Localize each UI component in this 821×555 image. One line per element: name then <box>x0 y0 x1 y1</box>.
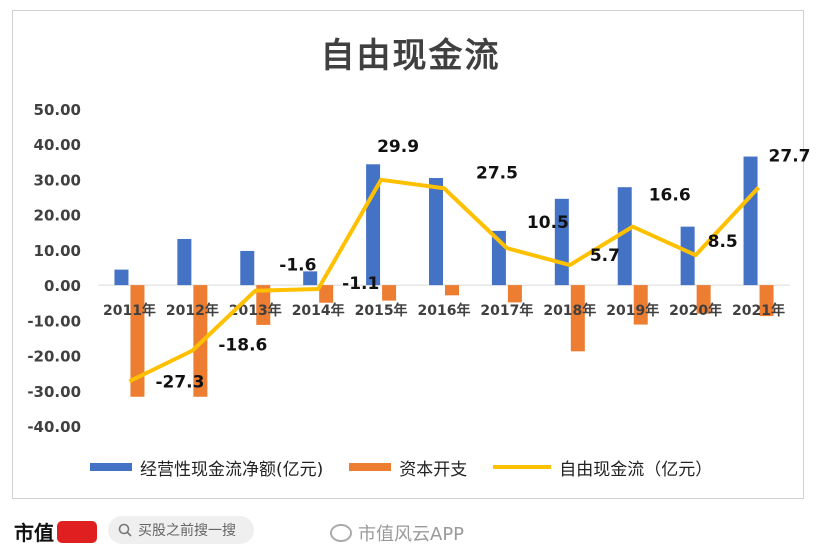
y-tick-label: -40.00 <box>27 418 81 436</box>
x-tick-label: 2019年 <box>606 302 659 319</box>
legend-item-capex: 资本开支 <box>349 455 467 480</box>
legend-label: 自由现金流（亿元） <box>559 459 713 480</box>
bar-capex <box>130 285 145 397</box>
legend-label: 资本开支 <box>399 459 468 480</box>
chart-legend: 经营性现金流净额(亿元) 资本开支 自由现金流（亿元） <box>90 455 761 480</box>
line-data-label: 10.5 <box>527 213 569 233</box>
brand-text: 市值 <box>14 521 54 545</box>
bar-capex <box>256 285 271 325</box>
legend-item-free-cashflow: 自由现金流（亿元） <box>493 455 712 480</box>
x-tick-label: 2021年 <box>732 302 785 319</box>
y-tick-label: 30.00 <box>34 171 81 189</box>
bar-capex <box>445 285 459 296</box>
footer-bar: 市值 买股之前搜一搜 市值风云APP <box>0 508 821 555</box>
search-box[interactable]: 买股之前搜一搜 <box>108 516 254 544</box>
x-tick-label: 2011年 <box>103 302 156 319</box>
bar-operating-cashflow <box>680 226 695 286</box>
chart-plot: 50.00 40.00 30.00 20.00 10.00 0.00 -10.00 -20.0… <box>27 101 811 436</box>
line-data-label: -1.1 <box>342 274 379 294</box>
bar-capex <box>759 285 774 317</box>
y-tick-label: -30.00 <box>27 383 81 401</box>
y-tick-label: 0.00 <box>44 277 81 295</box>
bar-operating-cashflow <box>743 156 758 286</box>
line-data-label: 8.5 <box>708 232 738 252</box>
chart-title: 自由现金流 <box>320 36 501 76</box>
line-free-cashflow <box>128 177 761 384</box>
x-tick-label: 2014年 <box>292 302 345 319</box>
x-tick-label: 2012年 <box>166 302 219 319</box>
line-data-label: 29.9 <box>377 137 419 157</box>
weibo-watermark: 市值风云APP <box>330 520 464 546</box>
line-data-label: -27.3 <box>155 372 204 392</box>
bar-operating-cashflow <box>240 250 255 286</box>
legend-swatch-blue <box>90 463 132 471</box>
bar-capex <box>696 285 711 314</box>
line-data-label: -1.6 <box>279 256 316 276</box>
legend-swatch-orange <box>349 463 392 471</box>
line-data-label: 27.5 <box>476 163 518 183</box>
line-data-label: 5.7 <box>590 246 620 266</box>
line-data-label: -18.6 <box>218 336 267 356</box>
bar-operating-cashflow <box>177 238 192 286</box>
legend-label: 经营性现金流净额(亿元) <box>140 459 324 480</box>
weibo-text: 市值风云APP <box>358 524 465 545</box>
brand-logo[interactable]: 市值 <box>14 517 97 546</box>
weibo-icon <box>330 524 352 542</box>
chart-frame <box>12 10 804 499</box>
y-tick-label: 40.00 <box>34 136 81 154</box>
bar-capex <box>507 285 522 303</box>
bar-operating-cashflow <box>366 164 381 286</box>
bar-capex <box>570 285 585 352</box>
bar-operating-cashflow <box>429 178 443 286</box>
bar-operating-cashflow <box>554 198 569 286</box>
bar-operating-cashflow <box>114 269 129 286</box>
x-tick-label: 2013年 <box>229 302 282 319</box>
x-tick-label: 2017年 <box>480 302 533 319</box>
y-tick-label: 50.00 <box>34 101 81 119</box>
bar-operating-cashflow <box>617 187 632 286</box>
brand-seal-icon <box>57 520 97 543</box>
y-tick-label: 20.00 <box>34 207 81 225</box>
x-tick-label: 2015年 <box>355 302 408 319</box>
x-tick-label: 2016年 <box>418 302 471 319</box>
x-tick-label: 2018年 <box>543 302 596 319</box>
line-data-label: 27.7 <box>769 147 811 167</box>
y-tick-label: -10.00 <box>27 312 81 330</box>
bar-capex <box>382 285 397 301</box>
bar-capex <box>319 285 334 303</box>
line-data-label: 16.6 <box>649 186 691 206</box>
legend-item-operating-cashflow: 经营性现金流净额(亿元) <box>90 455 323 480</box>
y-tick-label: -20.00 <box>27 348 81 366</box>
search-icon <box>118 523 132 537</box>
bar-operating-cashflow <box>303 271 318 286</box>
bar-capex <box>633 285 648 325</box>
y-tick-label: 10.00 <box>34 242 81 260</box>
x-tick-label: 2020年 <box>669 302 722 319</box>
search-placeholder: 买股之前搜一搜 <box>138 523 236 539</box>
legend-line-yellow <box>493 465 552 469</box>
